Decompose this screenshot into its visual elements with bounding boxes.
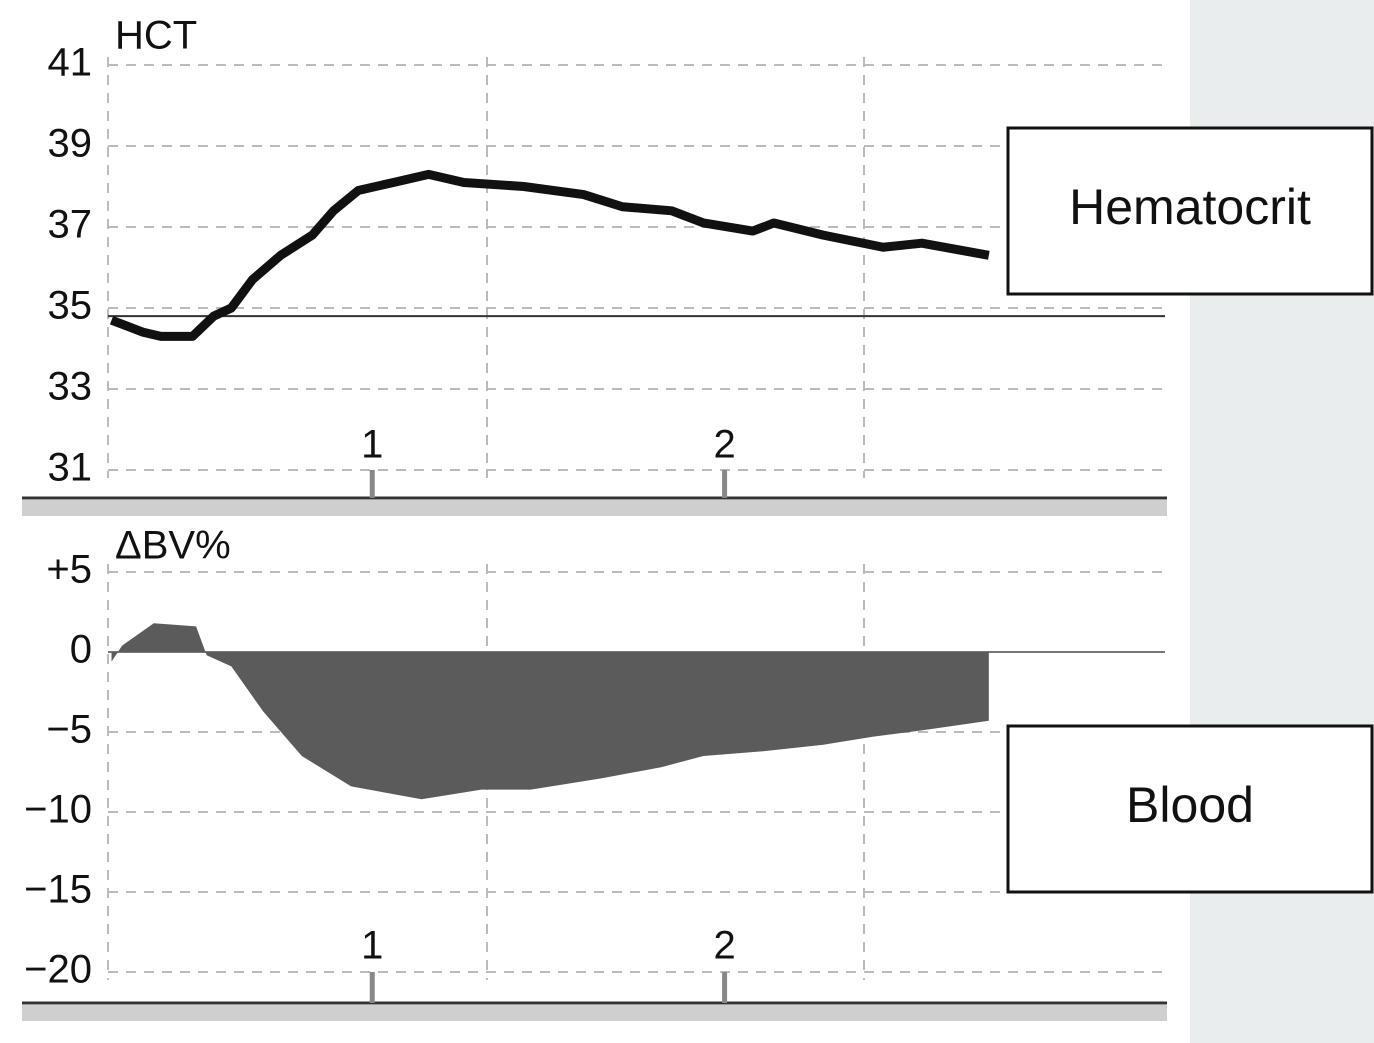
y-tick-label: +5 <box>46 548 92 592</box>
separator <box>22 500 1167 516</box>
x-tick-label: 1 <box>361 924 383 968</box>
y-tick-label: 31 <box>48 446 93 490</box>
y-tick-label: 35 <box>48 284 93 328</box>
legend-box <box>1006 126 1374 296</box>
y-tick-label: −15 <box>24 868 92 912</box>
separator <box>22 1005 1167 1021</box>
legend-text: Blood <box>1126 777 1254 833</box>
y-tick-label: −5 <box>46 708 92 752</box>
y-tick-label: 37 <box>48 203 93 247</box>
x-tick-label: 1 <box>361 423 383 467</box>
y-tick-label: 0 <box>70 628 92 672</box>
axis-title: ΔBV% <box>115 524 231 568</box>
y-tick-label: 39 <box>48 122 93 166</box>
hct-line <box>109 169 990 341</box>
legend-text: Hematocrit <box>1069 179 1311 235</box>
y-tick-label: 41 <box>48 41 93 85</box>
plot-background <box>0 0 1190 1043</box>
x-tick-label: 2 <box>713 924 735 968</box>
y-tick-label: 33 <box>48 365 93 409</box>
legend-box <box>1006 724 1374 894</box>
x-tick-label: 2 <box>713 423 735 467</box>
y-tick-label: −20 <box>24 948 92 992</box>
y-tick-label: −10 <box>24 788 92 832</box>
blood-volume-area <box>111 623 989 800</box>
axis-title: HCT <box>115 14 197 58</box>
